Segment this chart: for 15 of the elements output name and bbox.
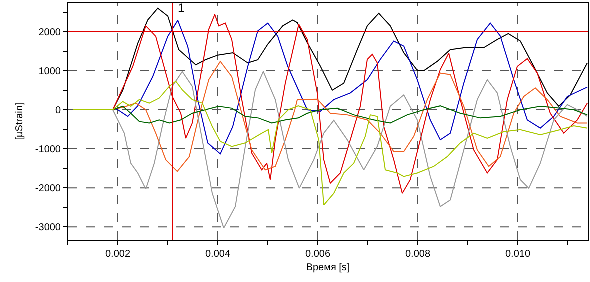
y-tick-label: 1000: [38, 66, 62, 78]
y-axis-title: [µStrain]: [14, 102, 26, 140]
y-tick-label: -3000: [35, 222, 62, 234]
x-tick-label: 0.010: [505, 249, 531, 260]
x-axis-title: Время [s]: [306, 262, 350, 274]
y-tick-label: -1000: [35, 144, 62, 156]
y-tick-label: 0: [55, 105, 62, 116]
y-tick-label: 2000: [38, 27, 62, 38]
x-tick-label: 0.002: [105, 249, 131, 260]
annotation: 1: [178, 1, 185, 15]
x-tick-label: 0.006: [305, 249, 331, 260]
x-tick-label: 0.008: [405, 249, 431, 260]
line-series: [72, 80, 588, 206]
y-tick-label: -2000: [35, 184, 62, 195]
x-tick-label: 0.004: [205, 249, 231, 260]
